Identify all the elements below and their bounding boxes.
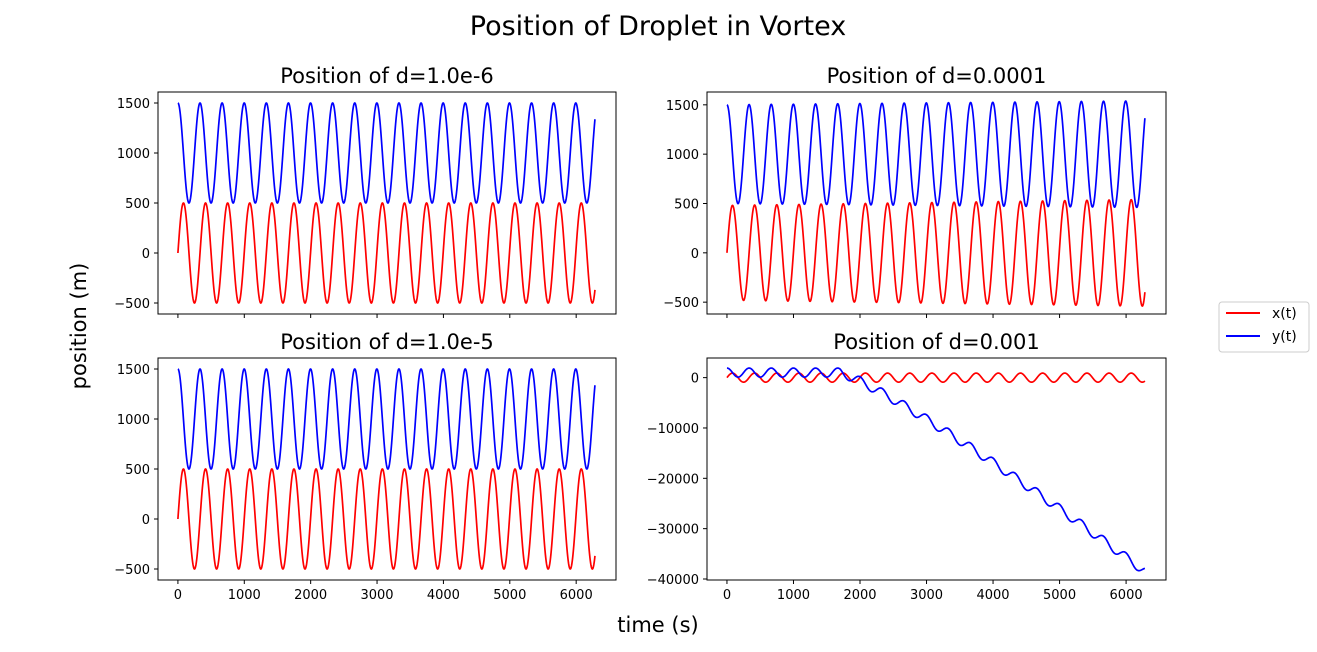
y-tick-label: 500 [125,463,150,478]
y-tick-label: 500 [674,197,699,212]
series-line-x [726,198,1146,308]
series-line-x [726,372,1146,384]
y-tick-label: 1500 [666,99,699,114]
y-tick-label: −30000 [647,523,699,538]
subplot-bottom-right: Position of d=0.001 0 1000 2000 3000 4000 5000… [647,330,1167,603]
x-tick-label: 3000 [910,588,943,603]
x-tick-label: 2000 [843,588,876,603]
x-tick-label: 1000 [777,588,810,603]
x-tick-label: 1000 [228,588,261,603]
subplot-bottom-left: Position of d=1.0e-5 0 1000 2000 3000 4000 500… [114,330,617,603]
x-tick-label: 2000 [294,588,327,603]
y-tick-label: −500 [114,297,150,312]
y-tick-label: 500 [125,197,150,212]
subplot-title: Position of d=0.001 [833,330,1039,354]
legend-box [1218,301,1310,353]
subplot-top-right: Position of d=0.0001 −500 0 500 1000 1500 [663,64,1167,318]
figure-title: Position of Droplet in Vortex [470,11,846,42]
series-line-x [177,468,596,570]
x-tick-label: 0 [723,588,731,603]
series-line-y [726,100,1146,209]
y-tick-label: −20000 [647,472,699,487]
figure-xlabel: time (s) [617,613,698,637]
y-tick-label: 1500 [117,363,150,378]
y-tick-label: 1000 [117,413,150,428]
x-tick-label: 4000 [976,588,1009,603]
series-line-x [177,202,596,304]
y-tick-label: 0 [691,372,699,387]
series-line-y [726,367,1146,572]
series-line-y [177,368,596,470]
y-tick-label: −10000 [647,422,699,437]
subplot-top-left: Position of d=1.0e-6 −500 0 500 1000 1500 [114,64,617,318]
subplot-title: Position of d=0.0001 [827,64,1047,88]
y-tick-label: 0 [142,247,150,262]
legend-label-y: y(t) [1272,329,1297,345]
y-tick-label: −40000 [647,573,699,588]
x-tick-label: 5000 [493,588,526,603]
y-tick-label: 1000 [666,148,699,163]
y-tick-label: −500 [114,563,150,578]
y-tick-label: 1000 [117,147,150,162]
subplot-title: Position of d=1.0e-6 [280,64,494,88]
x-tick-label: 5000 [1043,588,1076,603]
series-line-y [177,102,596,204]
x-tick-label: 4000 [427,588,460,603]
y-tick-label: −500 [663,296,699,311]
x-tick-label: 6000 [1110,588,1143,603]
axes-frame [706,357,1167,581]
x-tick-label: 0 [174,588,182,603]
y-tick-label: 0 [142,513,150,528]
figure-ylabel: position (m) [67,263,91,390]
y-tick-label: 0 [691,247,699,262]
legend-label-x: x(t) [1272,306,1297,322]
y-tick-label: 1500 [117,97,150,112]
x-tick-label: 6000 [560,588,593,603]
legend: x(t) y(t) [1218,301,1310,353]
subplot-title: Position of d=1.0e-5 [280,330,494,354]
x-tick-label: 3000 [360,588,393,603]
